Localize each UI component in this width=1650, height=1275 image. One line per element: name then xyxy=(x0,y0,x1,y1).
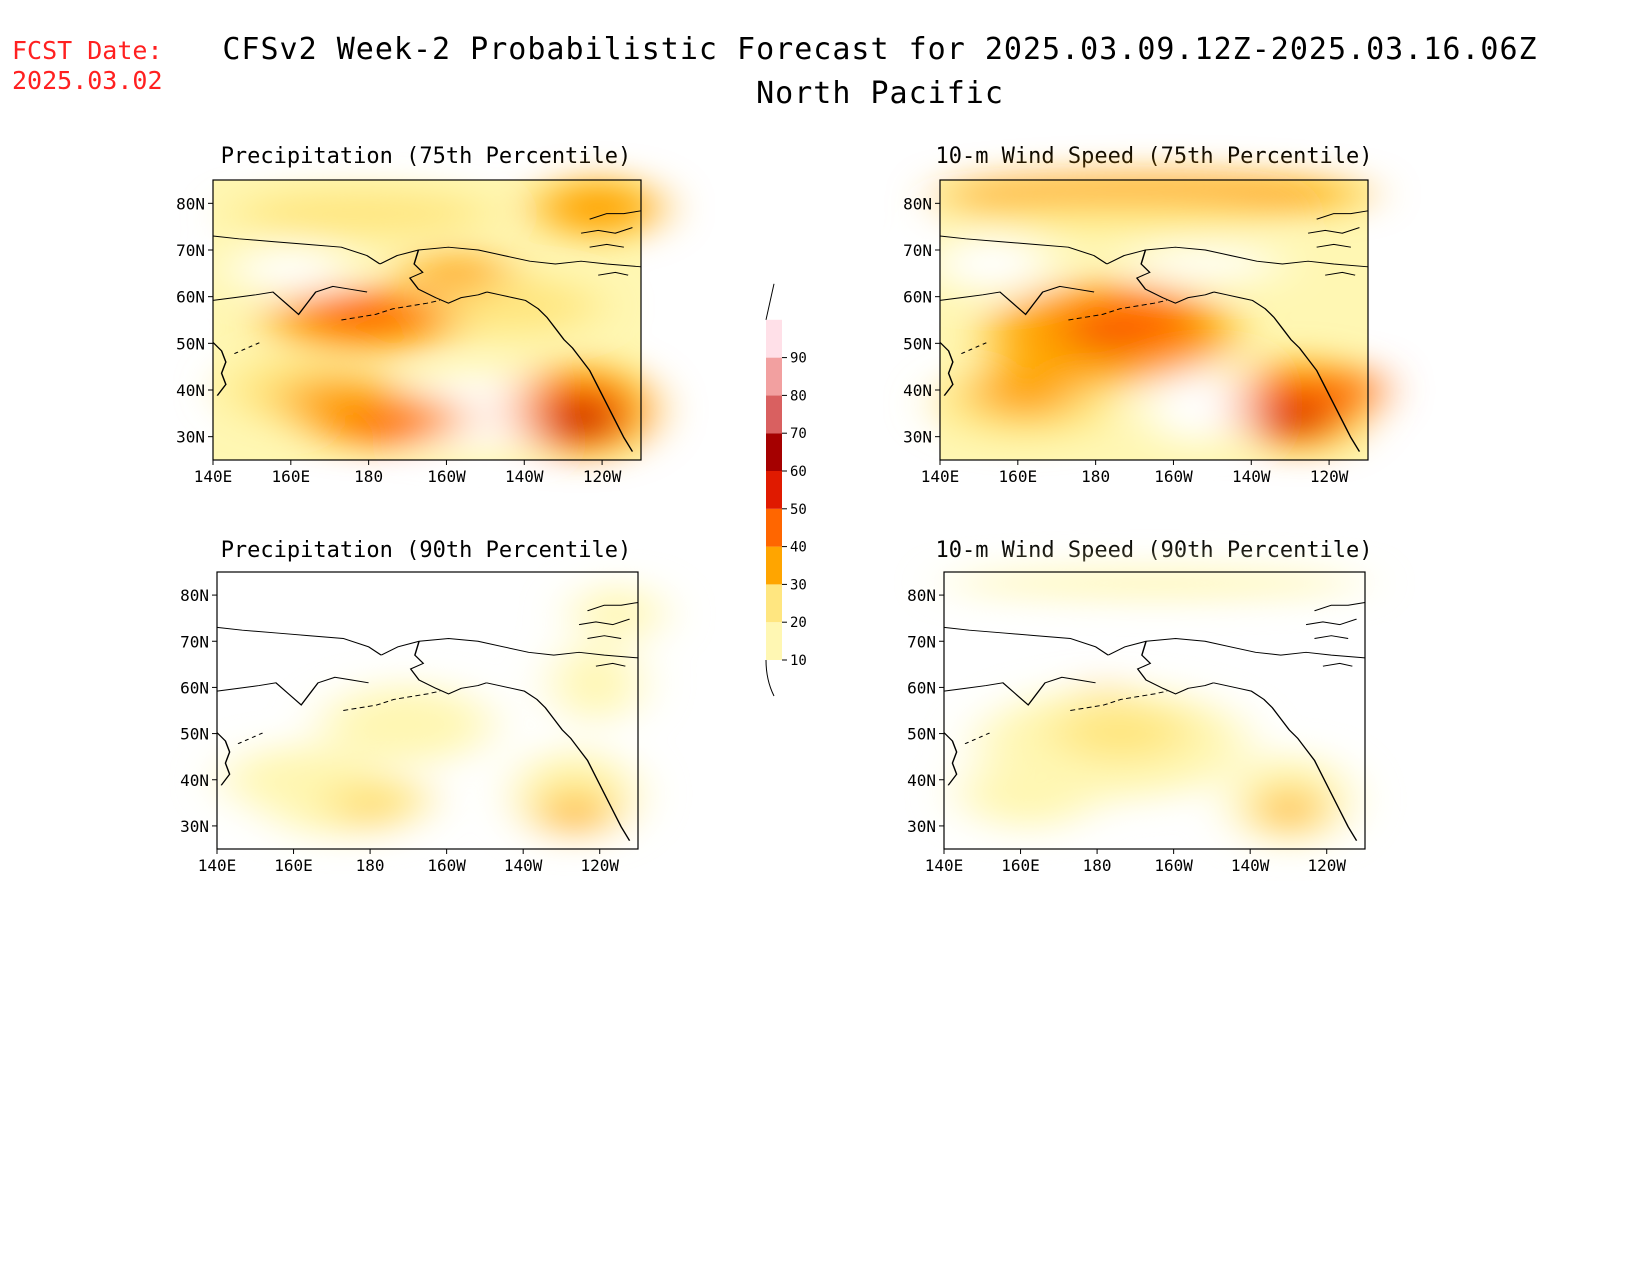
lat-tick-label: 80N xyxy=(180,586,209,605)
colorbar-segment xyxy=(766,546,782,585)
map-area-precip-90 xyxy=(216,572,660,849)
lon-tick-label: 140W xyxy=(1231,856,1270,875)
panel-title-precip-90: Precipitation (90th Percentile) xyxy=(220,538,632,563)
lon-tick-label: 140W xyxy=(504,856,543,875)
colorbar-top-end xyxy=(765,283,775,320)
lat-tick-label: 60N xyxy=(180,678,209,697)
lat-tick-label: 70N xyxy=(176,241,205,260)
lat-tick-label: 70N xyxy=(903,241,932,260)
forecast-date-block: FCST Date: 2025.03.02 xyxy=(12,36,163,96)
lat-tick-label: 60N xyxy=(176,288,205,307)
colorbar-segment xyxy=(766,395,782,434)
lat-tick-label: 50N xyxy=(907,725,936,744)
lat-tick-label: 40N xyxy=(907,771,936,790)
colorbar-label: 70 xyxy=(790,426,807,442)
colorbar-segment xyxy=(766,319,782,358)
lon-tick-label: 160E xyxy=(999,467,1038,486)
lat-tick-label: 80N xyxy=(907,586,936,605)
lat-tick-label: 40N xyxy=(176,381,205,400)
lon-tick-label: 120W xyxy=(583,467,622,486)
main-title: CFSv2 Week-2 Probabilistic Forecast for … xyxy=(222,32,1538,67)
colorbar-label: 20 xyxy=(790,615,807,631)
colorbar-label: 40 xyxy=(790,540,807,556)
map-area-wind-90 xyxy=(943,569,1366,849)
colorbar-label: 30 xyxy=(790,577,807,593)
colorbar-segment xyxy=(766,433,782,471)
lat-tick-label: 60N xyxy=(903,288,932,307)
lat-tick-label: 30N xyxy=(907,817,936,836)
lat-tick-label: 50N xyxy=(176,334,205,353)
map-area-wind-75 xyxy=(931,174,1377,460)
lon-tick-label: 140E xyxy=(198,856,237,875)
lon-tick-label: 160E xyxy=(1001,856,1040,875)
lon-tick-label: 140E xyxy=(921,467,960,486)
colorbar-label: 80 xyxy=(790,388,807,404)
map-wind-75 xyxy=(931,174,1377,461)
lon-tick-label: 160W xyxy=(427,856,466,875)
colorbar-label: 90 xyxy=(790,351,807,367)
colorbar-segment xyxy=(766,622,782,660)
lat-tick-label: 80N xyxy=(903,194,932,213)
colorbar-label: 10 xyxy=(790,653,807,669)
lat-tick-label: 40N xyxy=(180,771,209,790)
map-precip-75 xyxy=(212,179,659,461)
lat-tick-label: 80N xyxy=(176,194,205,213)
lon-tick-label: 140W xyxy=(505,467,544,486)
lon-tick-label: 140E xyxy=(194,467,233,486)
forecast-date-value: 2025.03.02 xyxy=(12,66,163,95)
lat-tick-label: 30N xyxy=(180,817,209,836)
lat-tick-label: 70N xyxy=(180,632,209,651)
colorbar: 10 20 30 40 50 60 70 80 90 xyxy=(765,283,807,697)
map-wind-90 xyxy=(943,569,1366,850)
lon-tick-label: 160W xyxy=(1154,467,1193,486)
colorbar-bottom-end xyxy=(765,659,775,697)
lon-tick-label: 120W xyxy=(1310,467,1349,486)
lon-tick-label: 180 xyxy=(1083,856,1112,875)
colorbar-label: 60 xyxy=(790,464,807,480)
lat-tick-label: 30N xyxy=(176,428,205,447)
lon-tick-label: 160E xyxy=(274,856,313,875)
colorbar-segment xyxy=(766,508,782,547)
map-area-precip-75 xyxy=(212,180,659,460)
colorbar-segment xyxy=(766,357,782,396)
forecast-date-label: FCST Date: xyxy=(12,36,163,65)
lon-tick-label: 180 xyxy=(356,856,385,875)
lat-tick-label: 40N xyxy=(903,381,932,400)
lat-tick-label: 50N xyxy=(180,725,209,744)
axes-layer: 140E 160E 180 160W 140W 120W 80N 70N 60N 50N 40N 30… xyxy=(176,194,1349,875)
lon-tick-label: 180 xyxy=(354,467,383,486)
panel-title-precip-75: Precipitation (75th Percentile) xyxy=(220,144,632,169)
colorbar-label: 50 xyxy=(790,502,807,518)
lon-tick-label: 160W xyxy=(427,467,466,486)
region-subtitle: North Pacific xyxy=(756,76,1004,111)
lon-tick-label: 180 xyxy=(1081,467,1110,486)
lon-tick-label: 120W xyxy=(580,856,619,875)
panel-title-wind-75: 10-m Wind Speed (75th Percentile) xyxy=(935,144,1373,169)
lon-tick-label: 120W xyxy=(1307,856,1346,875)
panel-title-wind-90: 10-m Wind Speed (90th Percentile) xyxy=(935,538,1373,563)
lat-tick-label: 30N xyxy=(903,428,932,447)
lon-tick-label: 140W xyxy=(1232,467,1271,486)
colorbar-segment xyxy=(766,584,782,623)
lat-tick-label: 50N xyxy=(903,334,932,353)
lat-tick-label: 60N xyxy=(907,678,936,697)
lon-tick-label: 160W xyxy=(1154,856,1193,875)
map-precip-90 xyxy=(216,571,660,850)
lon-tick-label: 160E xyxy=(272,467,311,486)
lon-tick-label: 140E xyxy=(925,856,964,875)
lat-tick-label: 70N xyxy=(907,632,936,651)
colorbar-segment xyxy=(766,471,782,509)
